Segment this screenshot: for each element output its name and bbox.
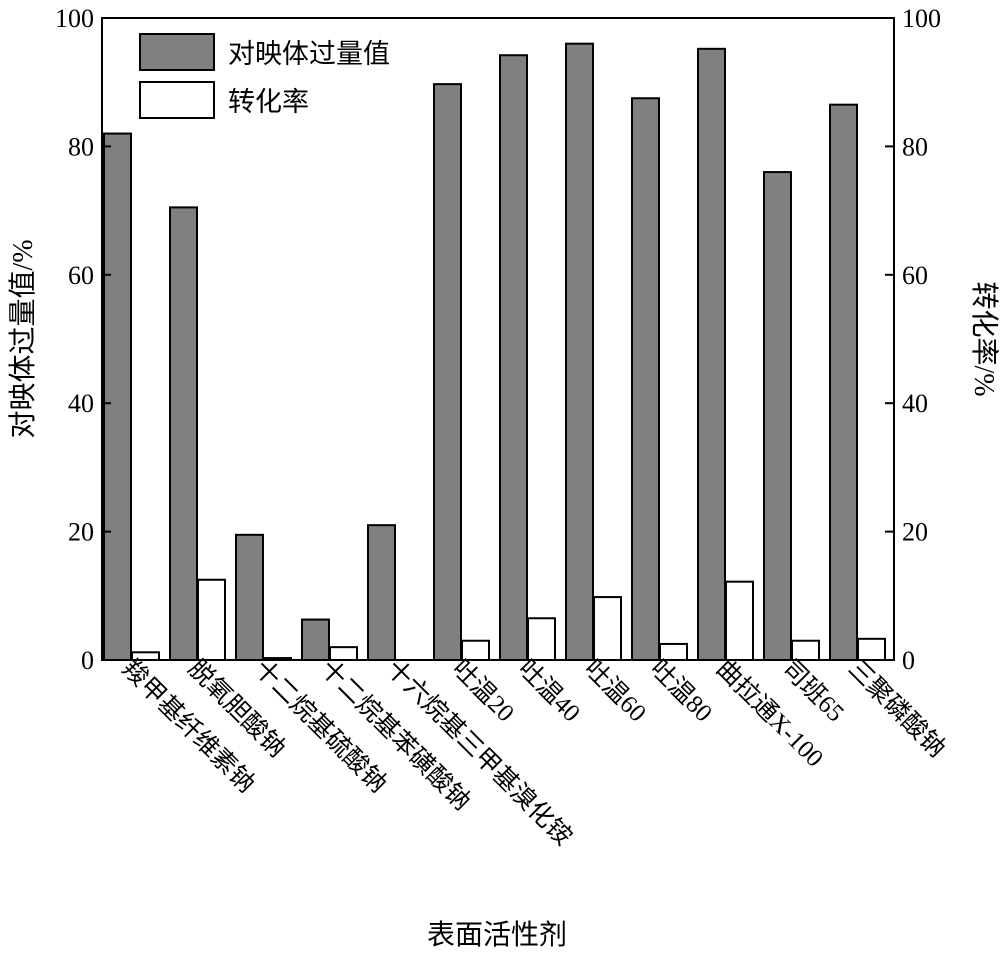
bar-ee-12: [829, 103, 858, 662]
bar-conversion-11: [791, 639, 820, 661]
left-tick-label: 20: [68, 518, 94, 547]
bar-ee-10: [697, 47, 726, 662]
y-axis-right-title: 转化率/%: [968, 281, 1000, 396]
bar-ee-6: [433, 83, 462, 662]
plot-frame: [101, 17, 895, 661]
bar-conversion-8: [593, 596, 622, 661]
right-tick-label: 0: [902, 646, 915, 675]
category-label-9: 吐温80: [645, 654, 718, 727]
bar-conversion-3: [263, 657, 292, 661]
category-label-7: 吐温40: [513, 654, 586, 727]
y-axis-left-title: 对映体过量值/%: [7, 239, 39, 438]
bar-conversion-9: [659, 642, 688, 662]
bar-ee-3: [235, 533, 264, 661]
bars-group: [103, 42, 886, 662]
bar-ee-8: [565, 42, 594, 662]
bar-conversion-12: [857, 637, 886, 662]
bar-conversion-4: [329, 646, 358, 661]
left-tick-label: 40: [68, 389, 94, 418]
right-axis: 0 20 40 60 80 100: [885, 4, 941, 675]
bar-ee-5: [367, 524, 396, 661]
right-tick-label: 20: [902, 518, 928, 547]
right-tick-label: 60: [902, 261, 928, 290]
legend-label-ee: 对映体过量值: [228, 39, 390, 69]
bar-conversion-7: [527, 617, 556, 662]
bar-ee-7: [499, 54, 528, 661]
legend-swatch-conversion: [139, 81, 215, 119]
bar-conversion-10: [725, 580, 754, 662]
right-tick-label: 100: [902, 4, 941, 33]
right-tick-label: 80: [902, 132, 928, 161]
category-label-12: 三聚磷酸钠: [843, 654, 951, 762]
bar-ee-2: [169, 206, 198, 661]
bar-ee-11: [763, 171, 792, 662]
legend: 对映体过量值 转化率: [139, 33, 390, 119]
legend-swatch-ee: [139, 33, 215, 71]
x-axis-title: 表面活性剂: [427, 919, 567, 951]
left-tick-label: 0: [81, 646, 94, 675]
bar-ee-1: [103, 132, 132, 661]
bar-ee-9: [631, 97, 660, 661]
bar-conversion-6: [461, 639, 490, 661]
left-tick-label: 80: [68, 132, 94, 161]
x-axis-category-labels: 羧甲基纤维素钠脱氧胆酸钠十二烷基硫酸钠十二烷基苯磺酸钠十六烷基三甲基溴化铵吐温2…: [117, 654, 951, 851]
category-label-8: 吐温60: [579, 654, 652, 727]
right-tick-label: 40: [902, 389, 928, 418]
left-tick-label: 100: [55, 4, 94, 33]
left-axis: 0 20 40 60 80 100: [55, 4, 111, 675]
bar-conversion-2: [197, 578, 226, 661]
left-tick-label: 60: [68, 261, 94, 290]
bar-ee-4: [301, 618, 330, 662]
bar-conversion-1: [131, 651, 160, 662]
legend-label-conversion: 转化率: [228, 87, 309, 117]
